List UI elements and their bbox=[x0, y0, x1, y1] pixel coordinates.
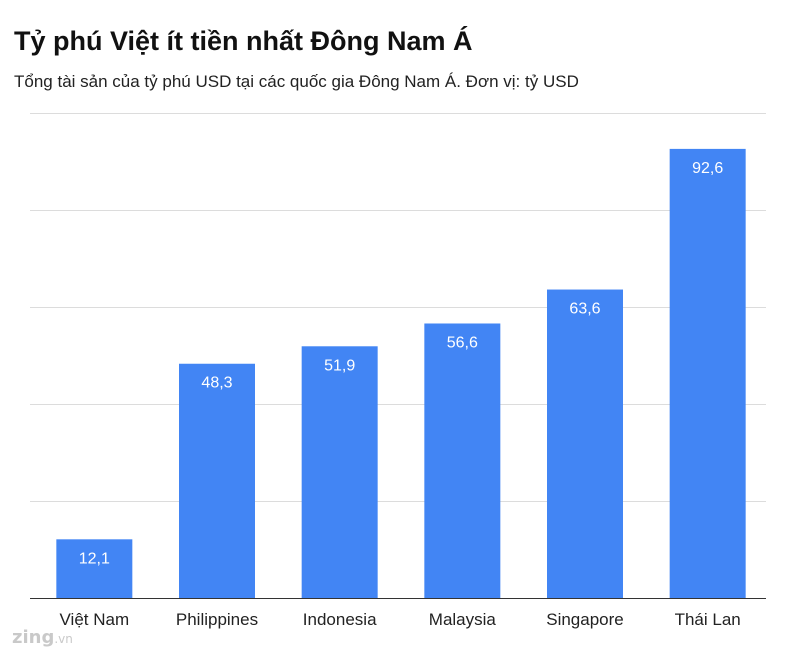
chart-subtitle: Tổng tài sản của tỷ phú USD tại các quốc… bbox=[14, 72, 579, 91]
bars bbox=[56, 148, 746, 598]
bar bbox=[301, 346, 378, 598]
bar-value-label: 51,9 bbox=[324, 357, 355, 374]
logo-suffix-text: .vn bbox=[54, 632, 73, 646]
bar bbox=[179, 363, 255, 598]
x-tick-label: Malaysia bbox=[429, 610, 497, 629]
x-tick-label: Thái Lan bbox=[675, 610, 741, 629]
x-tick-label: Philippines bbox=[176, 610, 258, 629]
bar-value-label: 63,6 bbox=[569, 301, 600, 318]
bar bbox=[669, 148, 746, 598]
logo-brand-text: zing bbox=[12, 627, 55, 648]
bar-value-label: 92,6 bbox=[692, 160, 723, 177]
x-tick-label: Việt Nam bbox=[60, 610, 130, 629]
value-labels: 12,1 48,3 51,9 56,6 63,6 92,6 bbox=[79, 160, 724, 567]
gridlines bbox=[30, 113, 766, 599]
chart-title: Tỷ phú Việt ít tiền nhất Đông Nam Á bbox=[14, 26, 473, 56]
bar-value-label: 48,3 bbox=[201, 375, 232, 392]
bar-value-label: 56,6 bbox=[447, 334, 478, 351]
bar bbox=[424, 323, 501, 598]
x-tick-label: Indonesia bbox=[303, 610, 377, 629]
bar bbox=[56, 539, 133, 598]
x-tick-label: Singapore bbox=[546, 610, 624, 629]
zing-logo: zing.vn bbox=[12, 627, 73, 648]
category-labels: Việt Nam Philippines Indonesia Malaysia Sing… bbox=[60, 610, 741, 629]
bar bbox=[547, 289, 623, 598]
bar-value-label: 12,1 bbox=[79, 550, 110, 567]
